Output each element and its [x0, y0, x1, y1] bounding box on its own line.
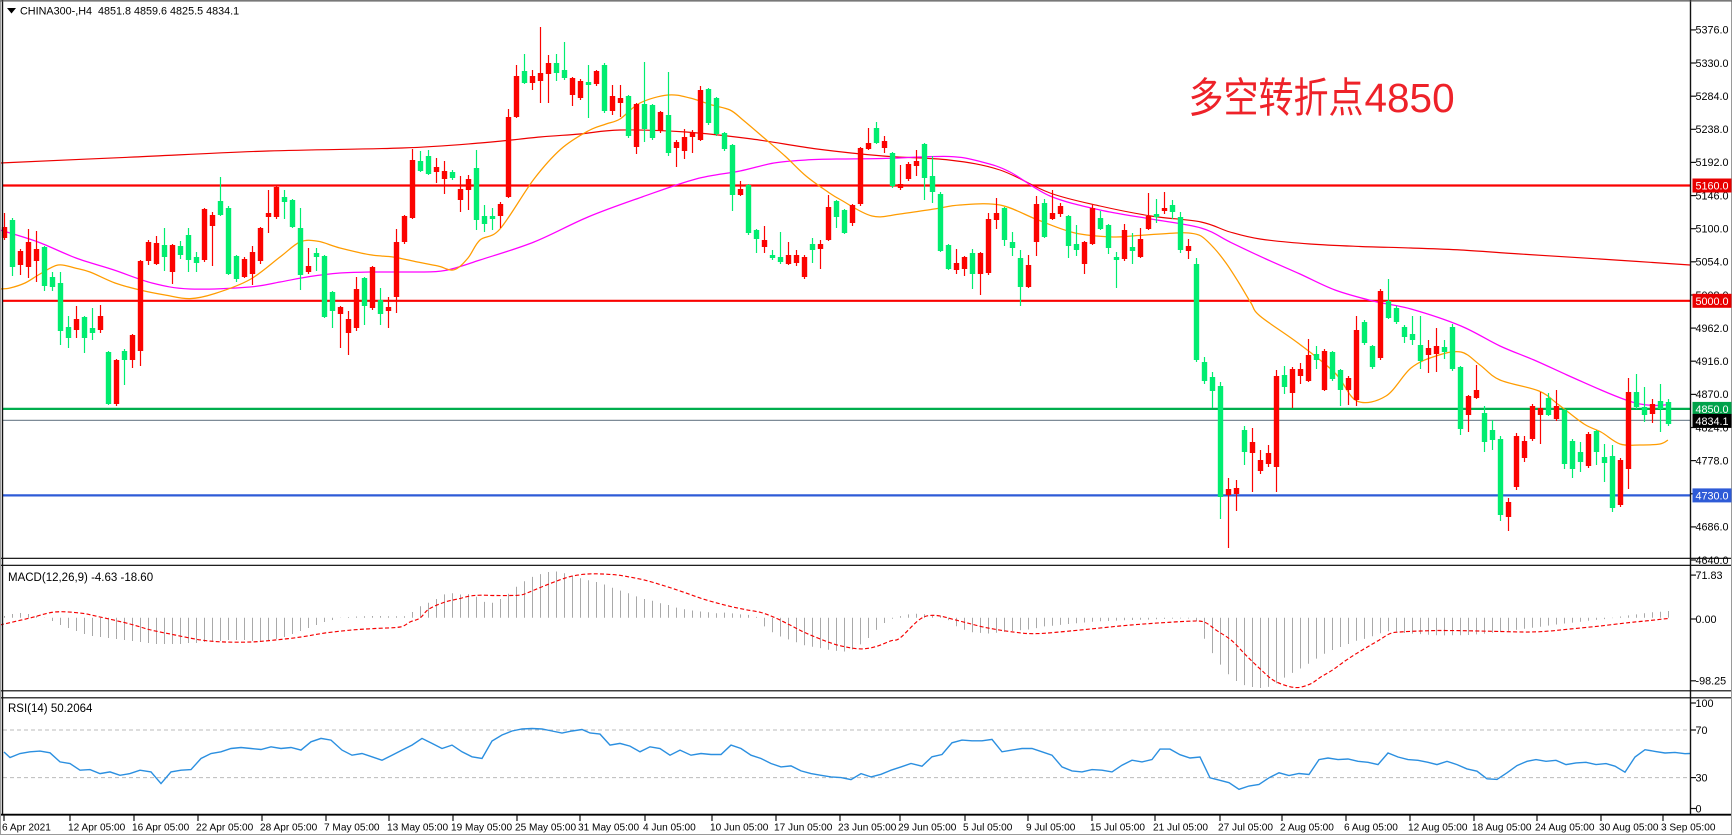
- svg-text:5100.0: 5100.0: [1696, 224, 1729, 236]
- svg-text:5146.0: 5146.0: [1696, 190, 1729, 202]
- svg-text:22 Apr 05:00: 22 Apr 05:00: [196, 823, 254, 834]
- svg-text:5192.0: 5192.0: [1696, 157, 1729, 169]
- svg-text:30 Aug 05:00: 30 Aug 05:00: [1599, 823, 1659, 834]
- svg-text:4850.0: 4850.0: [1696, 404, 1729, 416]
- svg-text:4834.1: 4834.1: [1696, 416, 1729, 428]
- svg-text:70: 70: [1696, 725, 1708, 737]
- svg-text:-98.25: -98.25: [1696, 676, 1727, 688]
- svg-text:27 Jul 05:00: 27 Jul 05:00: [1218, 823, 1273, 834]
- svg-text:4916.0: 4916.0: [1696, 356, 1729, 368]
- svg-text:5238.0: 5238.0: [1696, 124, 1729, 136]
- svg-text:15 Jul 05:00: 15 Jul 05:00: [1090, 823, 1145, 834]
- svg-text:5376.0: 5376.0: [1696, 25, 1729, 37]
- svg-text:5284.0: 5284.0: [1696, 91, 1729, 103]
- svg-text:5054.0: 5054.0: [1696, 257, 1729, 269]
- svg-text:13 May 05:00: 13 May 05:00: [387, 823, 449, 834]
- svg-text:4870.0: 4870.0: [1696, 389, 1729, 401]
- svg-text:4730.0: 4730.0: [1696, 490, 1729, 502]
- svg-text:4 Jun 05:00: 4 Jun 05:00: [643, 823, 696, 834]
- svg-text:12 Aug 05:00: 12 Aug 05:00: [1408, 823, 1468, 834]
- svg-text:23 Jun 05:00: 23 Jun 05:00: [838, 823, 897, 834]
- svg-text:29 Jun 05:00: 29 Jun 05:00: [898, 823, 957, 834]
- svg-text:30: 30: [1696, 773, 1708, 785]
- svg-text:28 Apr 05:00: 28 Apr 05:00: [260, 823, 318, 834]
- svg-text:71.83: 71.83: [1696, 570, 1723, 582]
- svg-text:100: 100: [1696, 698, 1714, 710]
- svg-text:6 Aug 05:00: 6 Aug 05:00: [1344, 823, 1398, 834]
- svg-text:4640.0: 4640.0: [1696, 555, 1729, 567]
- svg-text:10 Jun 05:00: 10 Jun 05:00: [710, 823, 769, 834]
- svg-text:21 Jul 05:00: 21 Jul 05:00: [1153, 823, 1208, 834]
- svg-text:5000.0: 5000.0: [1696, 296, 1729, 308]
- svg-text:4962.0: 4962.0: [1696, 323, 1729, 335]
- svg-text:RSI(14) 50.2064: RSI(14) 50.2064: [8, 703, 93, 715]
- svg-text:24 Aug 05:00: 24 Aug 05:00: [1535, 823, 1595, 834]
- svg-text:12 Apr 05:00: 12 Apr 05:00: [68, 823, 126, 834]
- svg-text:9 Jul 05:00: 9 Jul 05:00: [1026, 823, 1076, 834]
- svg-text:17 Jun 05:00: 17 Jun 05:00: [774, 823, 833, 834]
- svg-text:18 Aug 05:00: 18 Aug 05:00: [1472, 823, 1532, 834]
- svg-text:7 May 05:00: 7 May 05:00: [324, 823, 380, 834]
- svg-text:5330.0: 5330.0: [1696, 58, 1729, 70]
- svg-text:16 Apr 05:00: 16 Apr 05:00: [132, 823, 190, 834]
- svg-text:25 May 05:00: 25 May 05:00: [515, 823, 577, 834]
- svg-text:2 Aug 05:00: 2 Aug 05:00: [1280, 823, 1334, 834]
- svg-text:6 Apr 2021: 6 Apr 2021: [2, 823, 51, 834]
- svg-text:19 May 05:00: 19 May 05:00: [451, 823, 513, 834]
- svg-text:31 May 05:00: 31 May 05:00: [578, 823, 640, 834]
- svg-text:4850: 4850: [1365, 75, 1455, 121]
- svg-text:3 Sep 05:00: 3 Sep 05:00: [1661, 823, 1716, 834]
- svg-text:0.00: 0.00: [1696, 614, 1717, 626]
- svg-text:0: 0: [1696, 804, 1702, 816]
- svg-text:5160.0: 5160.0: [1696, 181, 1729, 193]
- svg-text:4778.0: 4778.0: [1696, 455, 1729, 467]
- svg-text:5 Jul 05:00: 5 Jul 05:00: [963, 823, 1013, 834]
- svg-text:CHINA300-,H4 4851.8 4859.6 48: CHINA300-,H4 4851.8 4859.6 4825.5 4834.1: [20, 6, 239, 18]
- svg-text:4686.0: 4686.0: [1696, 522, 1729, 534]
- svg-text:MACD(12,26,9) -4.63 -18.60: MACD(12,26,9) -4.63 -18.60: [8, 572, 153, 584]
